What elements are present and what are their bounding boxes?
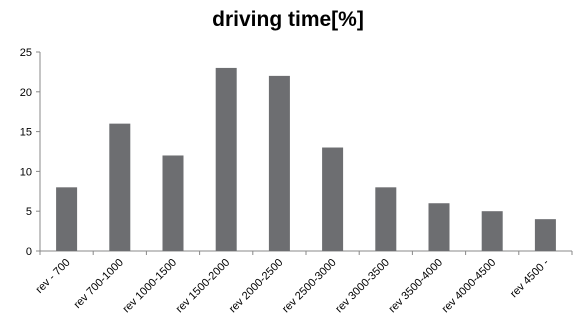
bar bbox=[322, 147, 344, 251]
x-tick-label: rev 1500-2000 bbox=[174, 257, 233, 316]
bar bbox=[109, 123, 131, 251]
y-tick-label: 20 bbox=[20, 87, 32, 99]
x-tick-label: rev 2000-2500 bbox=[227, 257, 286, 316]
x-tick-label: rev 4500 - bbox=[508, 256, 552, 300]
y-tick-label: 25 bbox=[20, 47, 32, 59]
x-tick-label: rev 4000-4500 bbox=[440, 257, 499, 316]
bar bbox=[375, 187, 397, 251]
bar bbox=[56, 187, 78, 251]
y-tick-label: 0 bbox=[26, 246, 32, 258]
x-tick-label: rev 3000-3500 bbox=[333, 257, 392, 316]
bar bbox=[162, 155, 184, 251]
chart-title: driving time[%] bbox=[212, 8, 364, 31]
x-tick-label: rev 3500-4000 bbox=[386, 257, 445, 316]
x-tick-label: rev 1000-1500 bbox=[120, 257, 179, 316]
y-tick-label: 15 bbox=[20, 127, 32, 139]
bar bbox=[534, 219, 556, 251]
y-axis-ticks: 0 5 10 15 20 25 bbox=[20, 47, 40, 258]
x-tick-label: rev 700-1000 bbox=[72, 257, 126, 311]
y-tick-label: 5 bbox=[26, 206, 32, 218]
x-tick-label: rev - 700 bbox=[34, 257, 73, 296]
x-tick-label: rev 2500-3000 bbox=[280, 257, 339, 316]
bar bbox=[428, 203, 450, 251]
y-tick-label: 10 bbox=[20, 166, 32, 178]
bar bbox=[268, 75, 290, 251]
bar bbox=[481, 211, 503, 251]
bar bbox=[215, 67, 237, 251]
bar-series bbox=[56, 67, 556, 251]
